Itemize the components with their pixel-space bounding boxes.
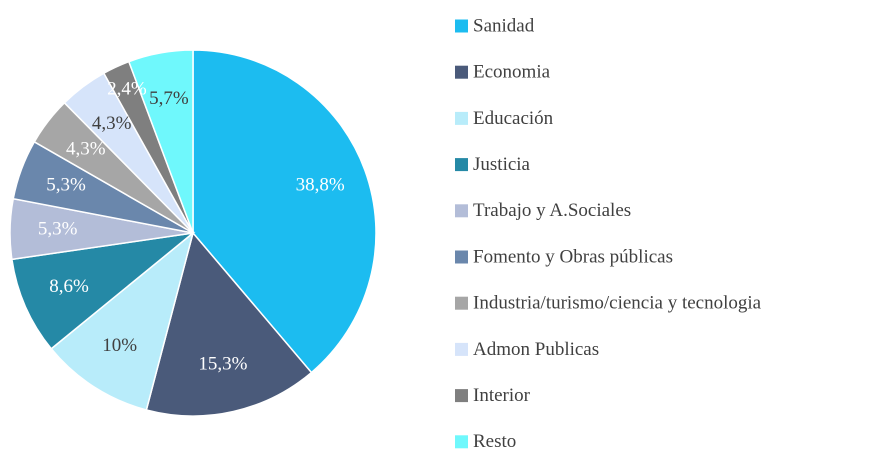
legend-swatch (455, 111, 468, 125)
legend-label: Trabajo y A.Sociales (473, 200, 631, 221)
legend-label: Fomento y Obras públicas (473, 246, 673, 267)
data-label: 10% (102, 335, 137, 356)
pie-slice (127, 49, 194, 234)
legend-swatch (455, 158, 468, 172)
data-label: 5,7% (149, 88, 189, 109)
pie-slice (192, 49, 377, 374)
legend-label: Sanidad (473, 15, 535, 36)
legend-swatch (455, 435, 468, 449)
pie-slice (50, 230, 195, 411)
data-label: 15,3% (198, 353, 247, 374)
data-label: 4,3% (66, 139, 106, 160)
legend-swatch (455, 65, 468, 79)
pie-slice (145, 231, 313, 417)
legend-swatch (455, 19, 468, 33)
legend-label: Educación (473, 108, 554, 129)
legend-swatch (455, 204, 468, 218)
data-label: 5,3% (38, 218, 78, 239)
legend-swatch (455, 342, 468, 356)
legend-swatch (455, 389, 468, 403)
data-label: 4,3% (92, 113, 132, 134)
legend-label: Admon Publicas (473, 339, 599, 360)
legend-swatch (455, 296, 468, 310)
legend-label: Industria/turismo/ciencia y tecnologia (473, 293, 762, 314)
data-label: 38,8% (296, 175, 345, 196)
pie-slice (11, 231, 196, 350)
data-label: 5,3% (46, 174, 86, 195)
data-label: 8,6% (49, 276, 89, 297)
legend-label: Resto (473, 431, 516, 451)
legend-swatch (455, 250, 468, 264)
legend-label: Interior (473, 385, 531, 406)
data-label: 2,4% (107, 79, 147, 100)
legend-label: Economia (473, 62, 551, 83)
legend-label: Justicia (473, 154, 531, 175)
